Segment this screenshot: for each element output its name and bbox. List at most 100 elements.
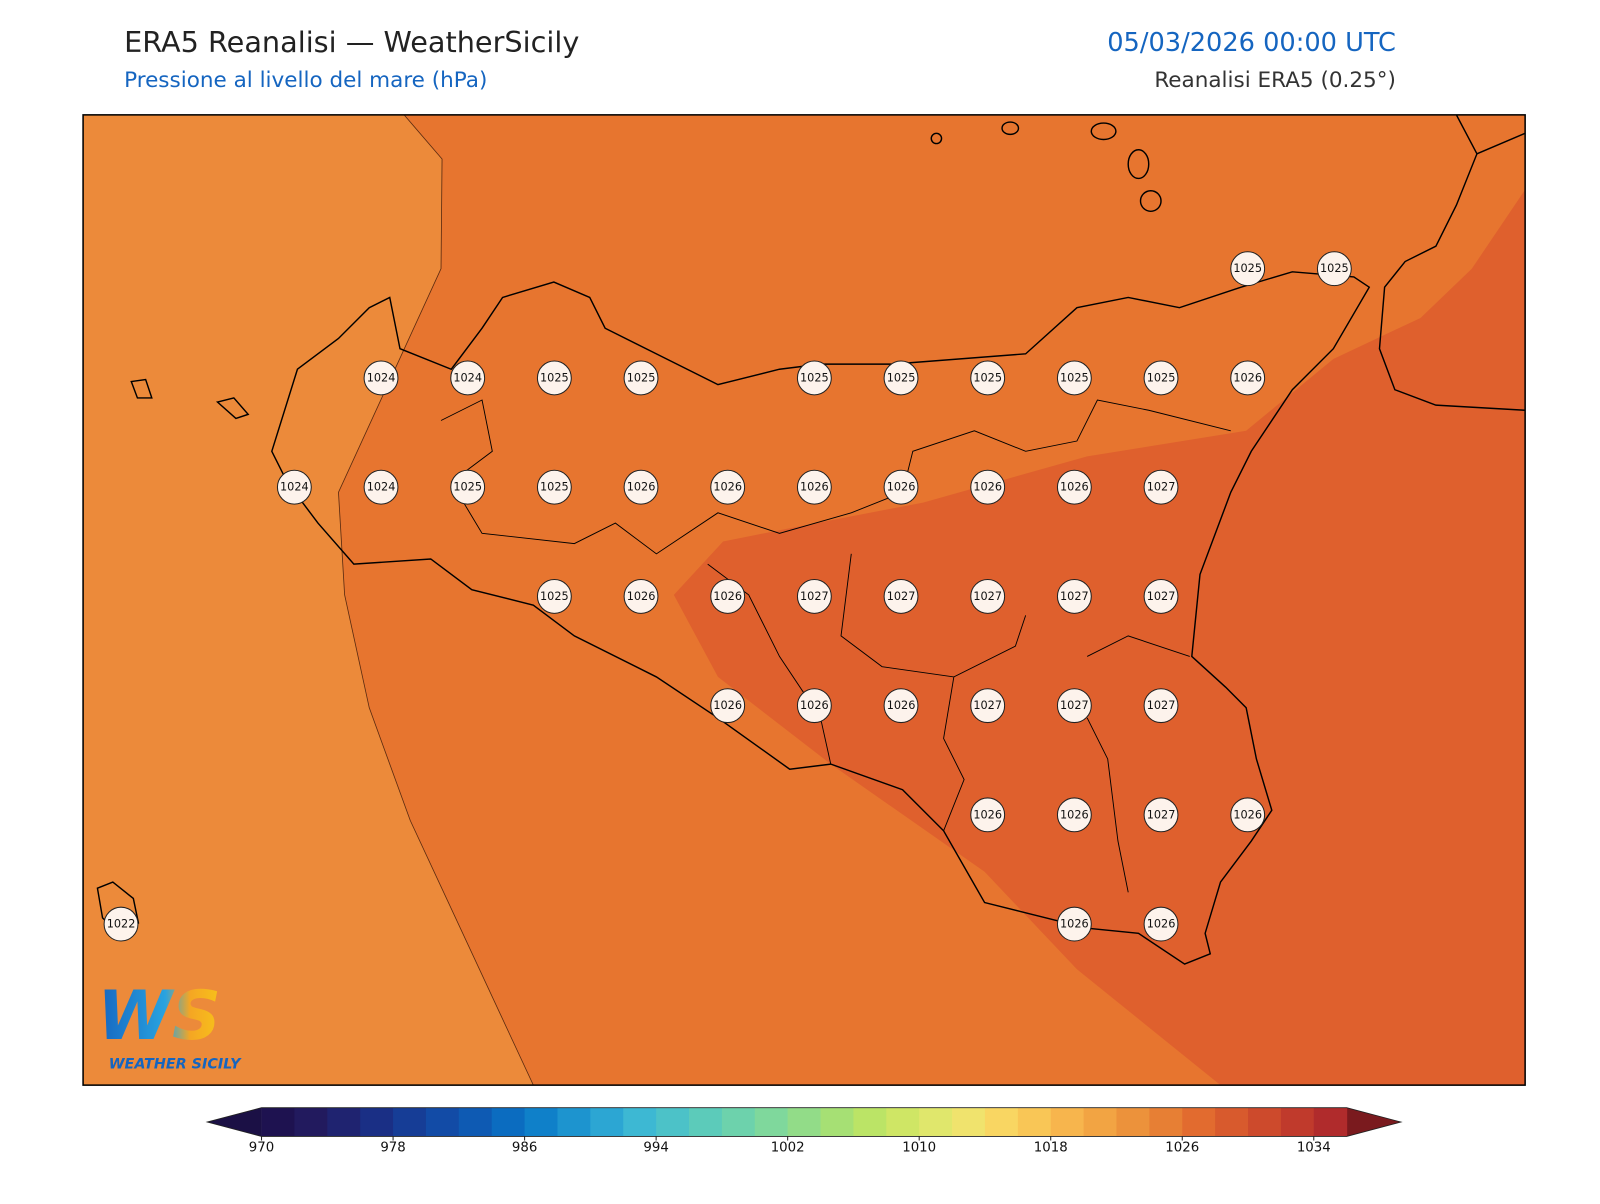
subtitle: Pressione al livello del mare (hPa)	[124, 68, 487, 93]
station-marker	[883, 688, 919, 724]
colorbar-swatch	[294, 1107, 328, 1137]
island	[1139, 190, 1162, 212]
colorbar: 970 978 986 994 1002 1010 1018 1026 1034	[205, 1107, 1403, 1156]
station-marker	[536, 469, 572, 505]
colorbar-swatch	[327, 1107, 361, 1137]
station-value: 1024	[367, 371, 396, 384]
logo-name: WEATHER SICILY	[109, 1057, 242, 1073]
island	[215, 397, 250, 420]
colorbar-swatch	[1149, 1107, 1183, 1137]
colorbar-swatch	[393, 1107, 427, 1137]
province-borders	[440, 399, 1231, 893]
colorbar-swatch	[590, 1107, 624, 1137]
station-value: 1026	[627, 481, 656, 494]
colorbar-swatch	[952, 1107, 986, 1137]
station-marker	[883, 360, 919, 396]
colorbar-swatch	[1017, 1107, 1052, 1137]
station-value: 1026	[1060, 918, 1089, 931]
sicily-coast	[271, 271, 1371, 965]
station-value: 1026	[627, 590, 656, 603]
title: ERA5 Reanalisi — WeatherSicily	[124, 25, 579, 59]
island	[1090, 122, 1117, 141]
island	[930, 132, 943, 145]
station-value: 1025	[887, 371, 916, 384]
station-value: 1025	[1233, 262, 1262, 275]
station-value: 1026	[800, 699, 829, 712]
station-value: 1027	[1147, 699, 1176, 712]
station-marker	[1056, 360, 1092, 396]
station-marker	[710, 578, 746, 614]
colorbar-swatch	[458, 1107, 493, 1137]
station-marker	[1143, 469, 1179, 505]
station-value: 1025	[453, 481, 482, 494]
logo-initials: WS	[97, 976, 220, 1055]
station-value: 1026	[713, 481, 742, 494]
station-marker	[1230, 797, 1266, 833]
station-marker	[710, 469, 746, 505]
station-marker	[796, 469, 832, 505]
colorbar-swatch	[919, 1107, 953, 1137]
station-marker	[796, 578, 832, 614]
station-value: 1027	[1060, 590, 1089, 603]
station-layer: 1025 1025 1024 1024 1025 1025 1025 1025 1025 1025…	[103, 251, 1352, 942]
colorbar-swatch	[820, 1107, 854, 1137]
colorbar-swatch	[1248, 1107, 1282, 1137]
source: Reanalisi ERA5 (0.25°)	[1154, 68, 1396, 93]
colorbar-under	[207, 1107, 262, 1137]
calabria-north	[1476, 132, 1526, 155]
colorbar-tick-label: 1002	[771, 1141, 805, 1156]
station-value: 1027	[800, 590, 829, 603]
station-marker	[970, 360, 1006, 396]
station-value: 1025	[627, 371, 656, 384]
station-marker	[1316, 251, 1352, 287]
colorbar-swatch	[360, 1107, 394, 1137]
station-marker	[623, 360, 659, 396]
colorbar-swatch	[853, 1107, 887, 1137]
coastlines	[96, 114, 1526, 965]
station-marker	[1230, 251, 1266, 287]
station-marker	[1056, 469, 1092, 505]
colorbar-swatch	[1116, 1107, 1150, 1137]
colorbar-tick-label: 994	[643, 1141, 668, 1156]
station-marker	[796, 360, 832, 396]
station-marker	[1143, 906, 1179, 942]
station-marker	[883, 578, 919, 614]
station-value: 1026	[973, 808, 1002, 821]
station-value: 1027	[887, 590, 916, 603]
station-value: 1024	[367, 481, 396, 494]
station-value: 1026	[713, 699, 742, 712]
colorbar-tick-label: 1026	[1165, 1141, 1199, 1156]
logo: WS WEATHER SICILY	[97, 976, 242, 1073]
colorbar-swatch	[721, 1107, 756, 1137]
colorbar-swatch	[1182, 1107, 1216, 1137]
station-value: 1022	[107, 918, 136, 931]
colorbar-swatch	[689, 1107, 723, 1137]
colorbar-swatch	[656, 1107, 690, 1137]
station-value: 1026	[1147, 918, 1176, 931]
station-value: 1026	[887, 481, 916, 494]
station-marker	[970, 578, 1006, 614]
station-value: 1025	[540, 481, 569, 494]
station-value: 1027	[1147, 590, 1176, 603]
colorbar-swatch	[1050, 1107, 1085, 1137]
station-value: 1026	[1233, 371, 1262, 384]
station-value: 1025	[540, 371, 569, 384]
station-marker	[1230, 360, 1266, 396]
colorbar-swatch	[557, 1107, 591, 1137]
station-value: 1026	[973, 481, 1002, 494]
station-value: 1025	[540, 590, 569, 603]
colorbar-outline	[205, 1107, 1403, 1137]
colorbar-tick-label: 1010	[902, 1141, 936, 1156]
station-marker	[1056, 578, 1092, 614]
colorbar-tick-label: 978	[380, 1141, 405, 1156]
datetime: 05/03/2026 00:00 UTC	[1107, 28, 1396, 58]
station-marker	[536, 578, 572, 614]
station-value: 1027	[1060, 699, 1089, 712]
colorbar-swatch	[787, 1107, 822, 1137]
colorbar-tick-label: 1018	[1034, 1141, 1068, 1156]
colorbar-over	[1346, 1107, 1402, 1137]
colorbar-swatch	[261, 1107, 295, 1137]
colorbar-tick-label: 986	[512, 1141, 537, 1156]
station-marker	[883, 469, 919, 505]
